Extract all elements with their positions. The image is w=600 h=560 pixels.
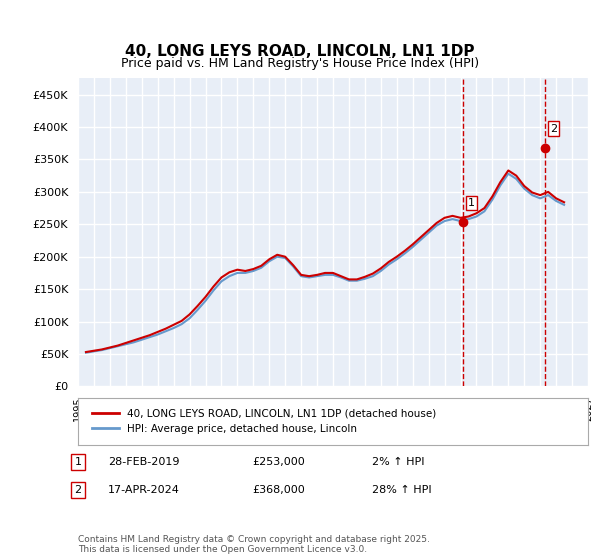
Legend: 40, LONG LEYS ROAD, LINCOLN, LN1 1DP (detached house), HPI: Average price, detac: 40, LONG LEYS ROAD, LINCOLN, LN1 1DP (de… bbox=[88, 405, 440, 438]
Text: Price paid vs. HM Land Registry's House Price Index (HPI): Price paid vs. HM Land Registry's House … bbox=[121, 57, 479, 70]
Text: £368,000: £368,000 bbox=[252, 485, 305, 495]
Text: £253,000: £253,000 bbox=[252, 457, 305, 467]
Text: 2: 2 bbox=[74, 485, 82, 495]
Text: 2: 2 bbox=[550, 124, 557, 134]
Text: 1: 1 bbox=[468, 198, 475, 208]
Text: 28-FEB-2019: 28-FEB-2019 bbox=[108, 457, 179, 467]
Text: 28% ↑ HPI: 28% ↑ HPI bbox=[372, 485, 431, 495]
Text: 2% ↑ HPI: 2% ↑ HPI bbox=[372, 457, 425, 467]
Text: 40, LONG LEYS ROAD, LINCOLN, LN1 1DP: 40, LONG LEYS ROAD, LINCOLN, LN1 1DP bbox=[125, 44, 475, 59]
Text: Contains HM Land Registry data © Crown copyright and database right 2025.
This d: Contains HM Land Registry data © Crown c… bbox=[78, 535, 430, 554]
Text: 17-APR-2024: 17-APR-2024 bbox=[108, 485, 180, 495]
Text: 1: 1 bbox=[74, 457, 82, 467]
